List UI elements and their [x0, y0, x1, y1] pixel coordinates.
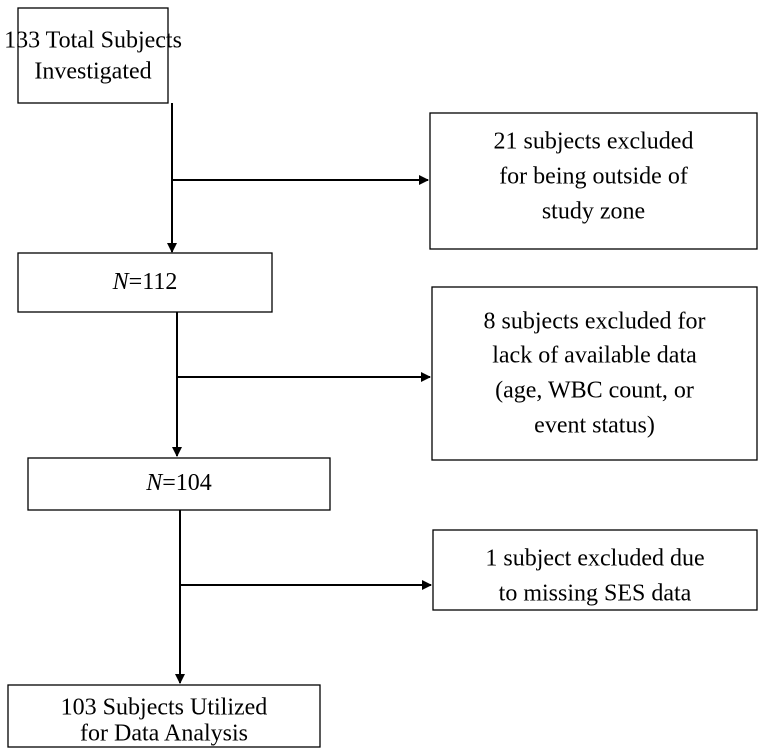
flow-box: 1 subject excluded due to missing SES dat… [432, 529, 758, 611]
box-text: 8 subjects excluded for [484, 309, 706, 335]
box-text: 21 subjects excluded [494, 129, 694, 155]
box-text: 133 Total Subjects [4, 28, 182, 54]
count-text: =112 [129, 269, 178, 295]
box-text: 103 Subjects Utilized [61, 695, 268, 721]
box [7, 684, 321, 748]
connectors [167, 103, 432, 684]
flow-box: 133 Total Subjects Investigated [4, 7, 182, 104]
box [17, 252, 273, 313]
flow-box: 21 subjects excluded for being outside of… [429, 112, 758, 250]
box-text: N=104 [145, 470, 212, 496]
box [431, 286, 758, 461]
box-text: N=112 [112, 269, 178, 295]
box [429, 112, 758, 250]
box-text: (age, WBC count, or [495, 378, 694, 404]
flow-box: 8 subjects excluded for lack of available… [431, 286, 758, 461]
variable-symbol: N [145, 470, 164, 496]
box-text: event status) [534, 413, 655, 439]
box-text: Investigated [34, 59, 151, 85]
box-text: for Data Analysis [80, 721, 248, 747]
flow-box: N=104 [27, 457, 331, 511]
box-text: lack of available data [492, 343, 697, 369]
box [432, 529, 758, 611]
count-text: =104 [162, 470, 212, 496]
box-text: study zone [542, 199, 645, 225]
box [17, 7, 169, 104]
box-text: 1 subject excluded due [485, 546, 704, 572]
box-text: for being outside of [499, 164, 688, 190]
box-text: to missing SES data [499, 581, 692, 607]
variable-symbol: N [112, 269, 131, 295]
box [27, 457, 331, 511]
flow-box: N=112 [17, 252, 273, 313]
